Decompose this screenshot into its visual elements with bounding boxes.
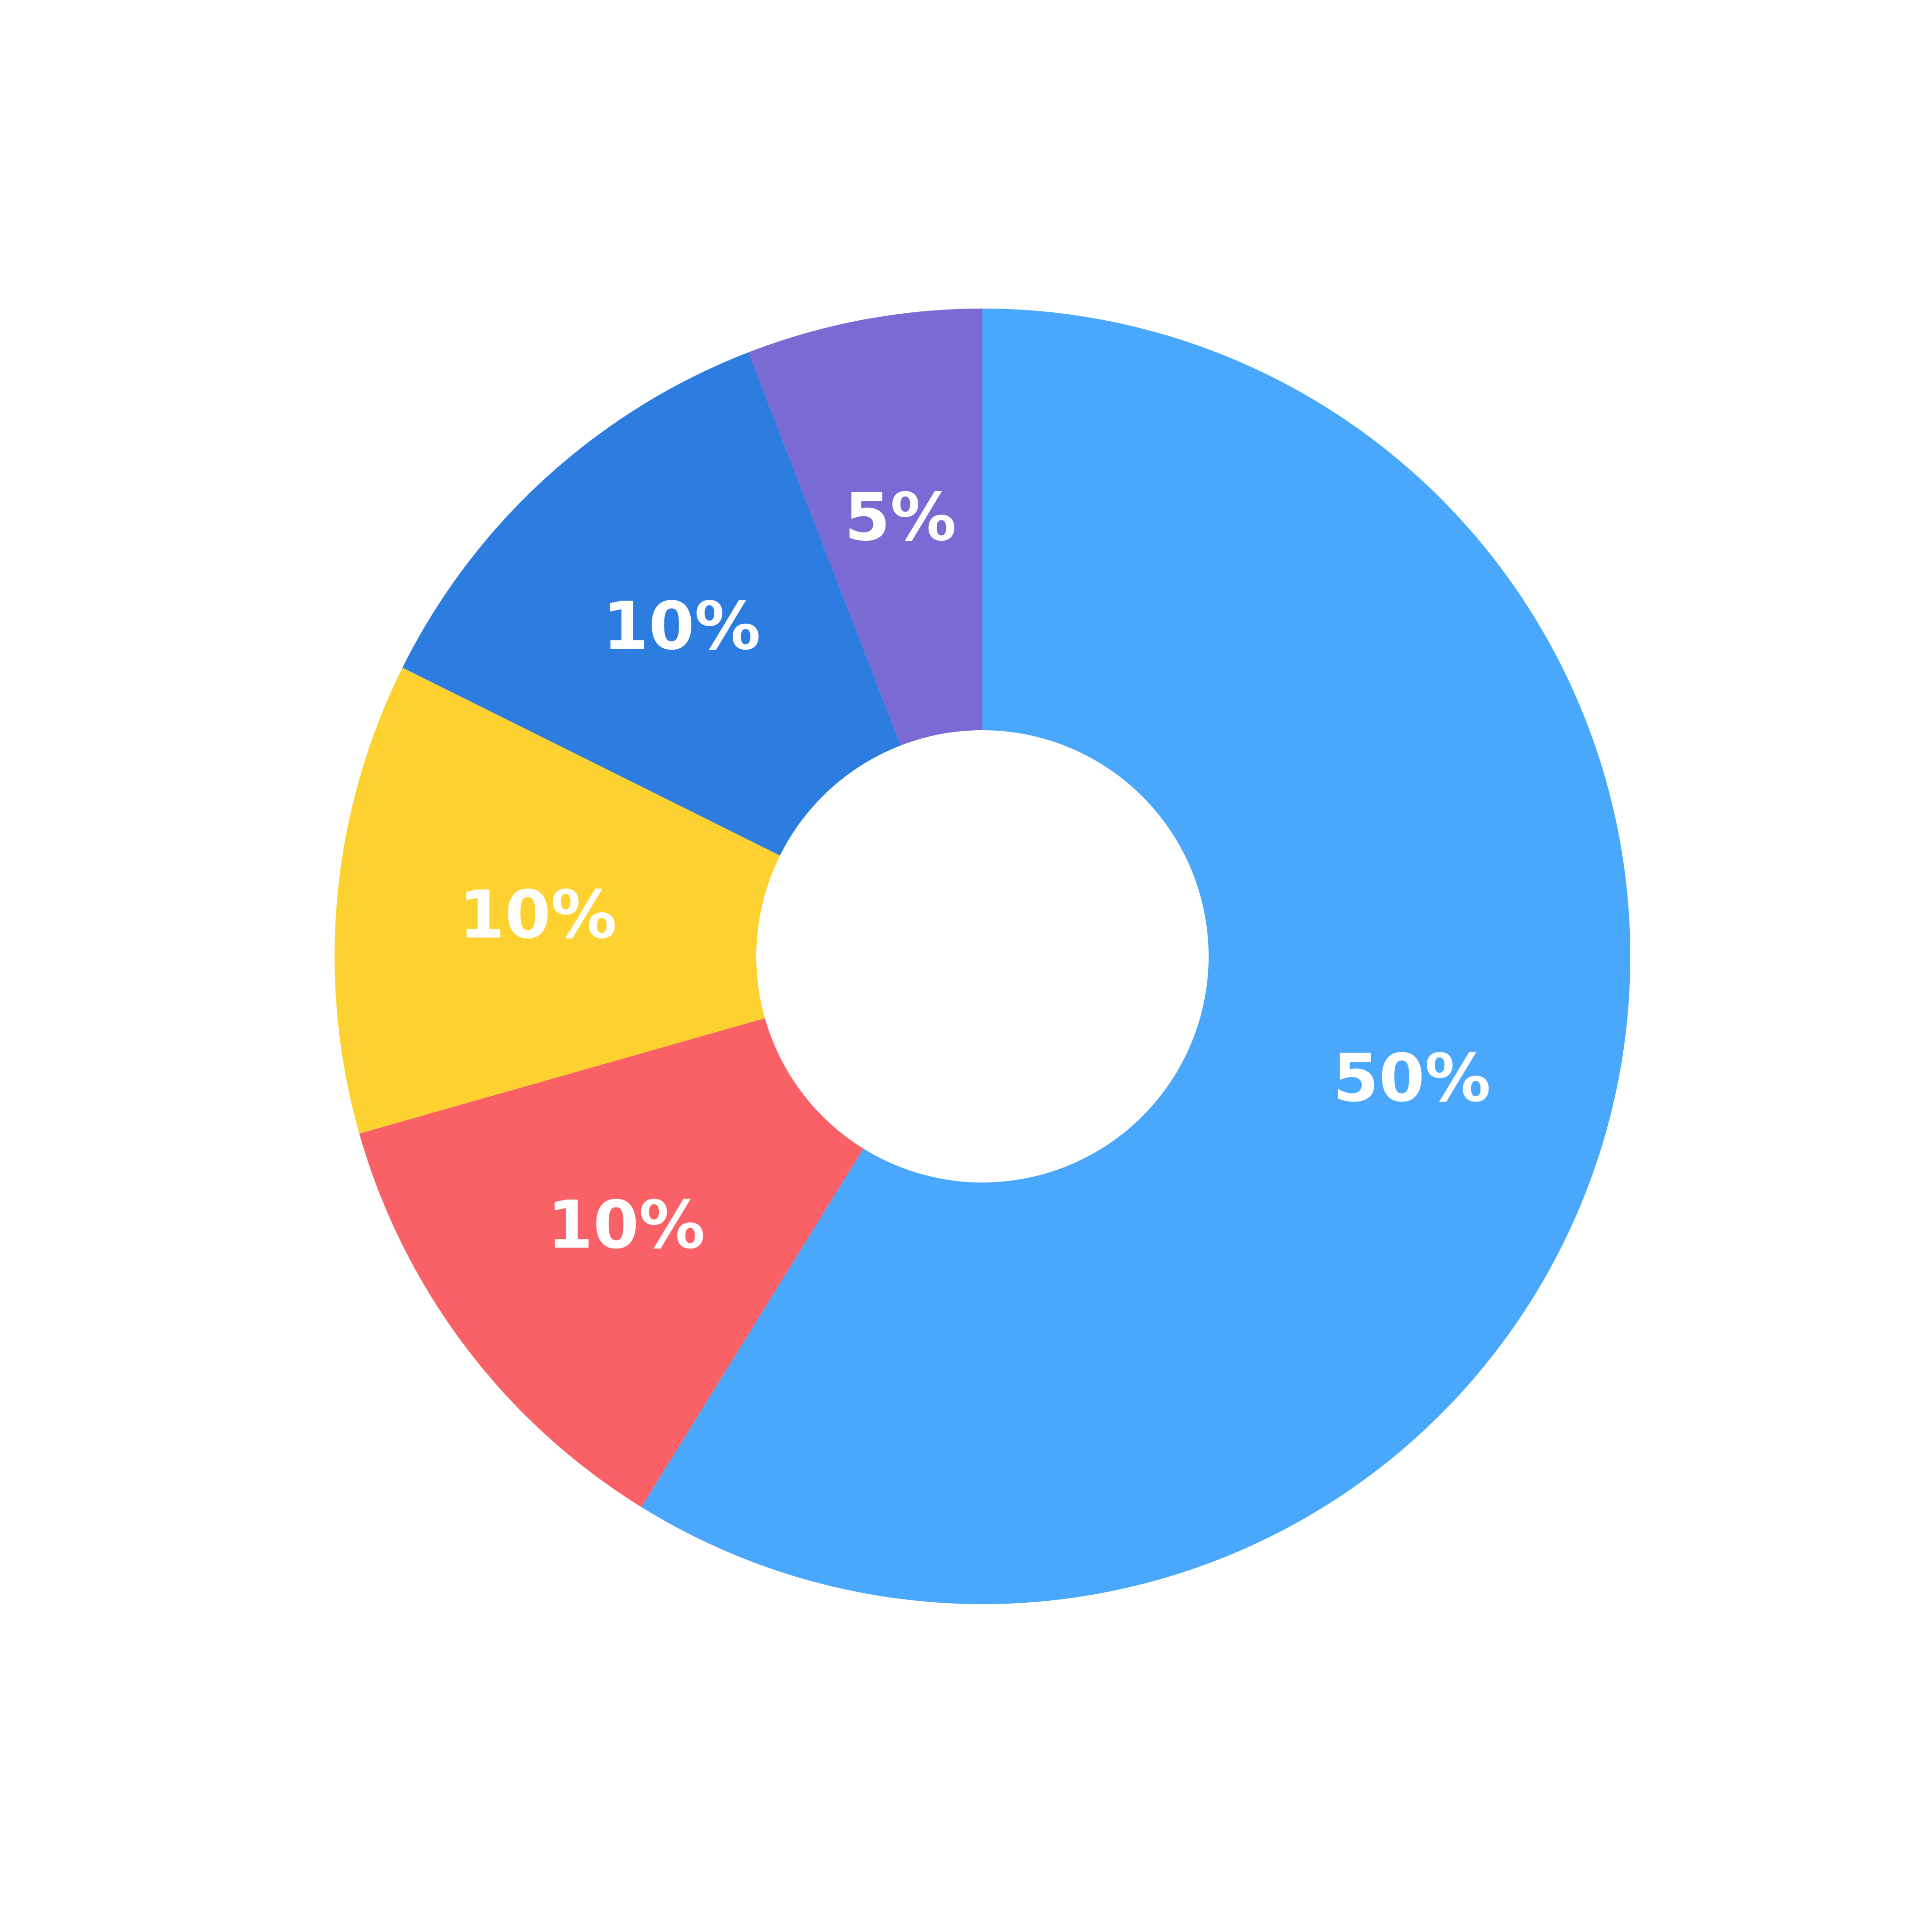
slices-group [335,309,1630,1604]
slice-label-2: 10% [459,877,617,954]
donut-slice-4 [748,309,982,746]
slice-label-1: 10% [547,1187,705,1264]
donut-slice-0 [641,309,1630,1604]
donut-slice-2 [335,668,780,1134]
labels-group: 50% 10% 10% 10% 5% [459,479,1491,1264]
donut-slice-1 [359,1018,864,1508]
donut-slice-3 [402,352,901,856]
slice-label-0: 50% [1333,1040,1491,1117]
slice-label-4: 5% [844,479,957,556]
slice-label-3: 10% [603,588,761,665]
